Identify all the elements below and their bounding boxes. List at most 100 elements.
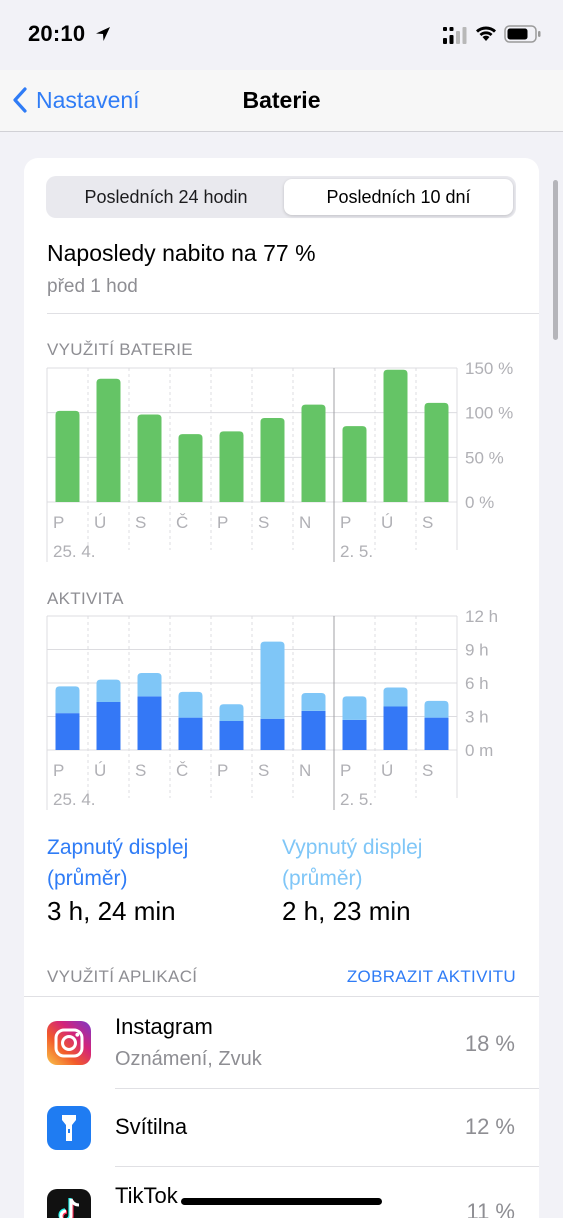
x-tick-label: Č — [176, 513, 188, 532]
x-tick-label: S — [135, 513, 146, 532]
bar — [301, 710, 326, 750]
x-tick-label: P — [53, 761, 64, 780]
screen-on-value: 3 h, 24 min — [47, 896, 176, 926]
screen-off-value: 2 h, 23 min — [282, 896, 411, 926]
period-segmented-control: Posledních 24 hodin Posledních 10 dní — [46, 176, 516, 218]
home-indicator[interactable] — [181, 1198, 382, 1205]
battery-card: Posledních 24 hodin Posledních 10 dní Na… — [24, 158, 539, 1218]
cellular-signal-icon — [443, 27, 467, 44]
activity-chart: 12 h 9 h 6 h 3 h 0 m P Ú S Č P S N P Ú S 25. 4. 2. 5. — [46, 607, 498, 810]
bar — [137, 672, 162, 697]
bar — [55, 713, 80, 750]
bar — [301, 404, 326, 502]
bar — [55, 686, 80, 714]
x-tick-label: P — [340, 761, 351, 780]
app-row-tiktok[interactable]: TikTok 11 % — [24, 1167, 539, 1218]
bar — [383, 706, 408, 750]
tiktok-icon — [47, 1189, 91, 1218]
y-tick-label: 3 h — [465, 708, 489, 727]
status-time: 20:10 — [28, 21, 86, 46]
x-tick-label: Č — [176, 761, 188, 780]
app-name: TikTok — [115, 1183, 178, 1208]
bar — [96, 378, 121, 502]
x-tick-label: S — [135, 761, 146, 780]
page-title: Baterie — [242, 87, 321, 113]
y-tick-label: 150 % — [465, 359, 513, 378]
divider — [115, 1166, 539, 1167]
app-usage-label: VYUŽITÍ APLIKACÍ — [47, 967, 198, 986]
instagram-icon — [47, 1021, 91, 1065]
bar — [219, 720, 244, 750]
date-label: 2. 5. — [340, 542, 373, 561]
app-row-instagram[interactable]: Instagram Oznámení, Zvuk 18 % — [24, 1006, 539, 1084]
app-row-flashlight[interactable]: Svítilna 12 % — [24, 1089, 539, 1167]
app-name: Instagram — [115, 1014, 213, 1039]
back-button-label: Nastavení — [36, 86, 140, 113]
chevron-left-icon — [13, 87, 27, 113]
x-tick-label: P — [217, 761, 228, 780]
bar — [96, 701, 121, 750]
bar — [137, 696, 162, 750]
y-tick-label: 0 % — [465, 493, 494, 512]
bar — [137, 414, 162, 502]
battery-usage-label: VYUŽITÍ BATERIE — [47, 340, 193, 359]
app-percent: 18 % — [464, 1031, 515, 1056]
y-tick-label: 50 % — [465, 448, 504, 467]
navigation-bar: Nastavení Baterie — [0, 70, 563, 132]
screen-off-label-line1: Vypnutý displej — [282, 836, 423, 859]
x-tick-label: P — [217, 513, 228, 532]
app-percent: 11 % — [466, 1199, 515, 1218]
date-label: 25. 4. — [53, 542, 96, 561]
date-label: 2. 5. — [340, 790, 373, 809]
x-tick-label: S — [422, 761, 433, 780]
app-subtitle: Oznámení, Zvuk — [115, 1048, 262, 1070]
divider — [115, 1088, 539, 1089]
wifi-icon — [476, 26, 496, 41]
battery-usage-chart: 150 % 100 % 50 % 0 % P Ú S Č P S N P Ú S 25. 4. 2. 5. — [46, 359, 513, 562]
screen-off-label: Vypnutý displej (průměr) — [282, 832, 422, 894]
bar — [260, 641, 285, 719]
bar — [178, 717, 203, 750]
bar — [342, 719, 367, 750]
back-button[interactable]: Nastavení — [12, 82, 140, 118]
bar — [96, 679, 121, 702]
date-label: 25. 4. — [53, 790, 96, 809]
flashlight-icon — [47, 1106, 91, 1150]
bar — [55, 410, 80, 502]
screen-on-label-line2: (průměr) — [47, 867, 128, 890]
bar — [424, 402, 449, 502]
bar — [219, 431, 244, 502]
status-bar: 20:10 — [0, 0, 563, 70]
bar — [260, 718, 285, 750]
x-tick-label: S — [258, 761, 269, 780]
bar — [301, 693, 326, 711]
x-tick-label: Ú — [94, 761, 106, 780]
bar — [342, 426, 367, 502]
segment-last-10-days[interactable]: Posledních 10 dní — [284, 179, 513, 215]
y-tick-label: 12 h — [465, 607, 498, 626]
y-tick-label: 9 h — [465, 641, 489, 660]
app-name: Svítilna — [115, 1114, 188, 1139]
show-activity-button[interactable]: ZOBRAZIT AKTIVITU — [346, 967, 516, 986]
activity-label: AKTIVITA — [47, 589, 124, 608]
x-tick-label: P — [340, 513, 351, 532]
segment-last-24-hours[interactable]: Posledních 24 hodin — [84, 186, 248, 207]
x-tick-label: N — [299, 513, 311, 532]
x-tick-label: N — [299, 761, 311, 780]
x-tick-label: Ú — [381, 761, 393, 780]
y-tick-label: 6 h — [465, 674, 489, 693]
bar — [219, 704, 244, 721]
scrollbar[interactable] — [553, 180, 558, 340]
screen-off-label-line2: (průměr) — [282, 867, 363, 890]
x-tick-label: Ú — [381, 513, 393, 532]
last-charge-subtitle: před 1 hod — [47, 276, 138, 297]
screen-on-label: Zapnutý displej (průměr) — [47, 832, 188, 894]
divider — [24, 996, 539, 997]
x-tick-label: S — [422, 513, 433, 532]
bar — [342, 696, 367, 720]
location-arrow-icon — [96, 27, 110, 41]
screen-on-label-line1: Zapnutý displej — [47, 836, 189, 859]
bar — [178, 434, 203, 502]
app-percent: 12 % — [464, 1114, 515, 1139]
bar — [178, 691, 203, 718]
